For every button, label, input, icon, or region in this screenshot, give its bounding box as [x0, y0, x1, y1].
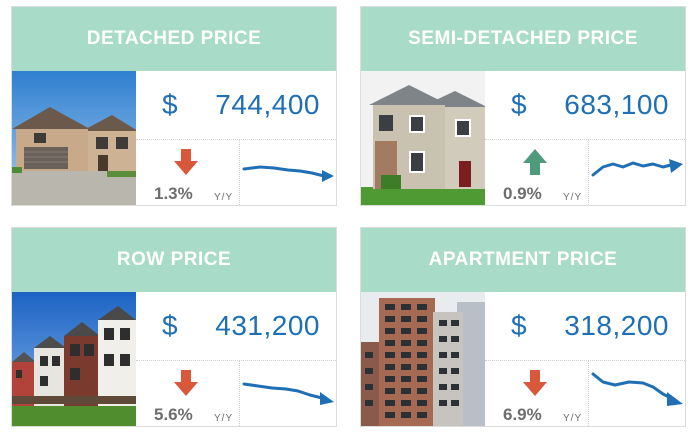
currency-symbol: $	[162, 310, 179, 341]
card-title: APARTMENT PRICE	[361, 228, 685, 292]
price-amount: 318,200	[564, 310, 669, 341]
card-title: SEMI-DETACHED PRICE	[361, 7, 685, 71]
row-price-card: ROW PRICE	[11, 227, 337, 427]
currency-symbol: $	[511, 89, 528, 120]
down-arrow-icon	[174, 149, 198, 175]
change-cell: 5.6% Y/Y	[136, 360, 240, 426]
price-value-cell: $ 318,200	[485, 292, 685, 361]
price-amount: 744,400	[215, 89, 320, 120]
trend-line-down-icon	[591, 372, 683, 406]
down-arrow-icon	[523, 370, 547, 396]
detached-price-card: DETACHED PRICE	[11, 6, 337, 206]
card-title: ROW PRICE	[12, 228, 336, 292]
currency-symbol: $	[162, 89, 179, 120]
price-amount: 683,100	[564, 89, 669, 120]
change-percent: 5.6%	[154, 405, 193, 424]
price-value-cell: $ 744,400	[136, 71, 336, 140]
apartment-building-photo	[361, 292, 485, 426]
change-period: Y/Y	[563, 413, 583, 424]
change-period: Y/Y	[214, 413, 234, 424]
trend-line-down-icon	[242, 165, 334, 182]
change-percent: 0.9%	[503, 184, 542, 203]
price-value-cell: $ 683,100	[485, 71, 685, 140]
currency-symbol: $	[511, 310, 528, 341]
change-period: Y/Y	[214, 192, 234, 203]
trend-line-up-icon	[591, 159, 683, 177]
change-percent: 1.3%	[154, 184, 193, 203]
trend-line-down-icon	[242, 382, 334, 405]
change-cell: 6.9% Y/Y	[485, 360, 589, 426]
apartment-price-card: APARTMENT PRICE	[360, 227, 686, 427]
row-house-photo	[12, 292, 136, 426]
card-title: DETACHED PRICE	[12, 7, 336, 71]
up-arrow-icon	[523, 149, 547, 175]
detached-house-photo	[12, 71, 136, 205]
change-period: Y/Y	[563, 192, 583, 203]
change-percent: 6.9%	[503, 405, 542, 424]
change-cell: 1.3% Y/Y	[136, 139, 240, 205]
semi-detached-house-photo	[361, 71, 485, 205]
price-amount: 431,200	[215, 310, 320, 341]
down-arrow-icon	[174, 370, 198, 396]
price-value-cell: $ 431,200	[136, 292, 336, 361]
semi-detached-price-card: SEMI-DETACHED PRICE $	[360, 6, 686, 206]
change-cell: 0.9% Y/Y	[485, 139, 589, 205]
